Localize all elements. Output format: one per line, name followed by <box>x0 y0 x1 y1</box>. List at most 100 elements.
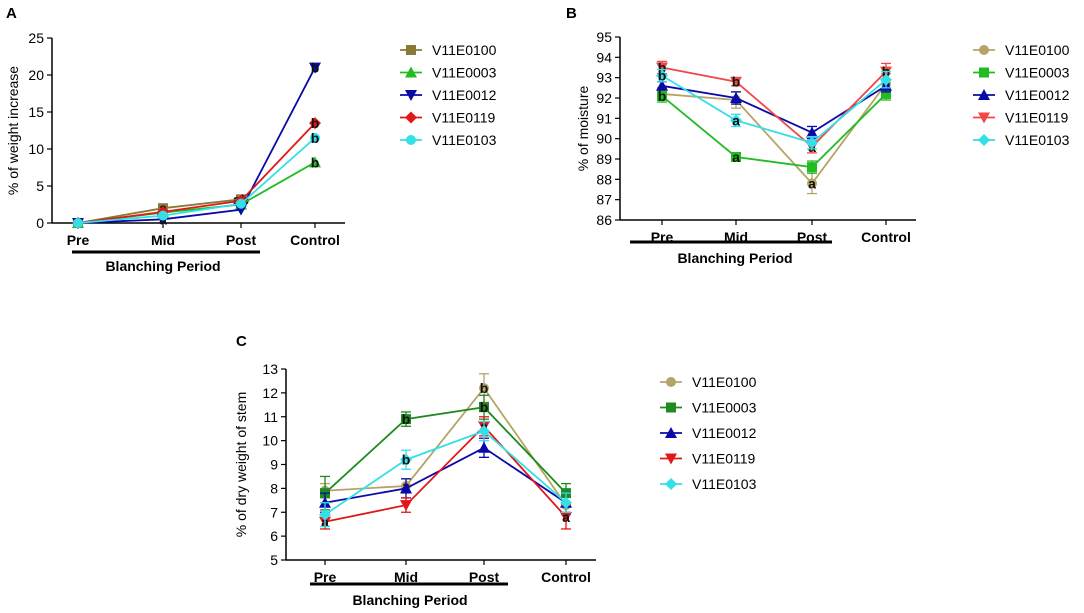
panel-c-y-tick-label: 8 <box>270 480 278 496</box>
panel-b-letter: B <box>566 5 577 22</box>
panel-a-legend-item-v11e0003: V11E0003 <box>400 65 497 81</box>
panel-c-series-line <box>324 386 567 506</box>
panel-a-legend-item-v11e0100: V11E0100 <box>400 42 497 58</box>
panel-b-y-tick-label: 89 <box>596 151 612 167</box>
panel-b-legend-marker <box>979 67 989 78</box>
panel-b-series-line <box>661 74 887 144</box>
panel-a-series-line <box>77 161 316 224</box>
panel-c-x-tick-label: Mid <box>394 569 418 585</box>
panel-c-series-v11e0119: aaa <box>319 416 572 530</box>
panel-c-data-point <box>400 482 412 494</box>
panel-c-series-line <box>324 424 567 523</box>
panel-b-series-line <box>661 93 887 169</box>
panel-c-x-tick-label: Control <box>541 569 591 585</box>
panel-c-legend-item-v11e0119: V11E0119 <box>660 451 756 467</box>
panel-a-legend-label: V11E0103 <box>432 132 497 148</box>
panel-a-legend-marker <box>405 66 417 78</box>
panel-c-data-point <box>560 512 572 524</box>
panel-b-legend-label: V11E0119 <box>1005 110 1069 126</box>
panel-c-data-point <box>479 402 489 413</box>
panel-b-legend-marker <box>978 134 990 146</box>
panel-c-legend-label: V11E0012 <box>692 425 757 441</box>
panel-a-group-label: Blanching Period <box>105 258 220 274</box>
panel-b-data-point <box>881 88 891 99</box>
panel-a-y-axis-title: % of weight increase <box>5 66 21 195</box>
panel-b-y-tick-label: 94 <box>596 49 612 65</box>
panel-c-significance-letter: b <box>402 411 411 427</box>
panel-a-legend-label: V11E0003 <box>432 65 497 81</box>
panel-c-data-point <box>478 441 490 453</box>
panel-c-series-v11e0103: b <box>319 420 572 528</box>
panel-b-data-point <box>656 79 668 91</box>
panel-a-y-tick-label: 15 <box>28 104 44 120</box>
panel-b-legend-item-v11e0119: V11E0119 <box>973 110 1069 126</box>
panel-b-significance-letter: b <box>658 88 667 104</box>
panel-c-legend-item-v11e0003: V11E0003 <box>660 400 757 416</box>
panel-c-y-tick-label: 13 <box>262 361 278 377</box>
panel-c-y-tick-label: 7 <box>270 504 278 520</box>
panel-a-y-tick-label: 10 <box>28 141 44 157</box>
panel-a-x-tick-label: Mid <box>151 232 175 248</box>
panel-a-data-point <box>309 156 321 168</box>
panel-c-y-tick-label: 12 <box>262 385 278 401</box>
panel-c-data-point <box>479 383 489 394</box>
panel-a-series-v11e0119: b <box>72 115 321 229</box>
panel-b-x-tick-label: Control <box>861 229 911 245</box>
panel-a-significance-letter: b <box>311 60 320 76</box>
panel-b-y-tick-label: 91 <box>596 110 612 126</box>
panel-c-y-tick-label: 10 <box>262 433 278 449</box>
panel-a-data-point <box>73 218 83 228</box>
panel-c-data-point <box>400 453 412 466</box>
panel-a-x-tick-label: Pre <box>67 232 90 248</box>
panel-a-significance-letter: b <box>311 130 320 146</box>
panel-b-data-point <box>807 178 817 189</box>
panel-c-legend-label: V11E0119 <box>692 451 756 467</box>
panel-c-legend-marker <box>665 478 677 490</box>
panel-c-significance-letter: b <box>402 452 411 468</box>
panel-b-data-point <box>806 136 818 149</box>
panel-b-data-point <box>656 69 668 82</box>
panel-b-series-line <box>661 66 887 149</box>
panel-b-legend-item-v11e0012: V11E0012 <box>973 87 1070 103</box>
panel-a-data-point <box>310 132 320 143</box>
panel-a-series-line <box>77 67 316 224</box>
panel-b-data-point <box>730 114 742 127</box>
panel-c-data-point <box>400 500 412 512</box>
panel-a-data-point <box>309 62 321 74</box>
panel-c-series-line <box>324 446 567 504</box>
panel-c-legend-label: V11E0100 <box>692 374 757 390</box>
panel-a-letter: A <box>6 5 17 22</box>
panel-c-series-line <box>324 430 567 516</box>
panel-a-legend-marker <box>406 135 416 145</box>
panel-b-data-point <box>656 62 668 74</box>
panel-b-series-v11e0003: ba <box>657 87 891 174</box>
panel-c-legend-label: V11E0003 <box>692 400 757 416</box>
panel-c-x-tick-label: Pre <box>314 569 337 585</box>
panel-b-group-label: Blanching Period <box>677 250 792 266</box>
panel-b-series-line <box>661 83 887 185</box>
panel-b-legend-item-v11e0003: V11E0003 <box>973 65 1070 81</box>
panel-c-legend-item-v11e0103: V11E0103 <box>660 476 757 492</box>
panel-b-legend-label: V11E0103 <box>1005 132 1070 148</box>
panel-a-y-tick-label: 0 <box>36 215 44 231</box>
panel-c-y-tick-label: 6 <box>270 528 278 544</box>
panel-a-data-point <box>158 210 168 221</box>
panel-b-legend-label: V11E0100 <box>1005 42 1070 58</box>
panel-b-y-tick-label: 87 <box>596 192 612 208</box>
panel-c-legend-marker <box>665 427 677 438</box>
panel-b-series-v11e0012 <box>656 79 892 140</box>
panel-c-y-tick-label: 11 <box>263 409 278 425</box>
panel-b-y-axis-title: % of moisture <box>575 85 591 171</box>
panel-b-legend-label: V11E0012 <box>1005 87 1070 103</box>
panel-a-legend-label: V11E0119 <box>432 110 496 126</box>
panel-b-significance-letter: b <box>658 60 667 76</box>
panel-a-y-tick-label: 20 <box>28 67 44 83</box>
panel-b-legend-marker <box>978 89 990 100</box>
panel-b-legend-marker <box>979 45 989 55</box>
panel-c-data-point <box>319 508 331 521</box>
panel-b-y-tick-label: 90 <box>596 131 612 147</box>
panel-c-significance-letter: a <box>562 509 570 525</box>
panel-a-y-tick-label: 5 <box>36 178 44 194</box>
panel-b-y-tick-label: 95 <box>596 29 612 45</box>
panel-a-series-line <box>77 122 316 224</box>
